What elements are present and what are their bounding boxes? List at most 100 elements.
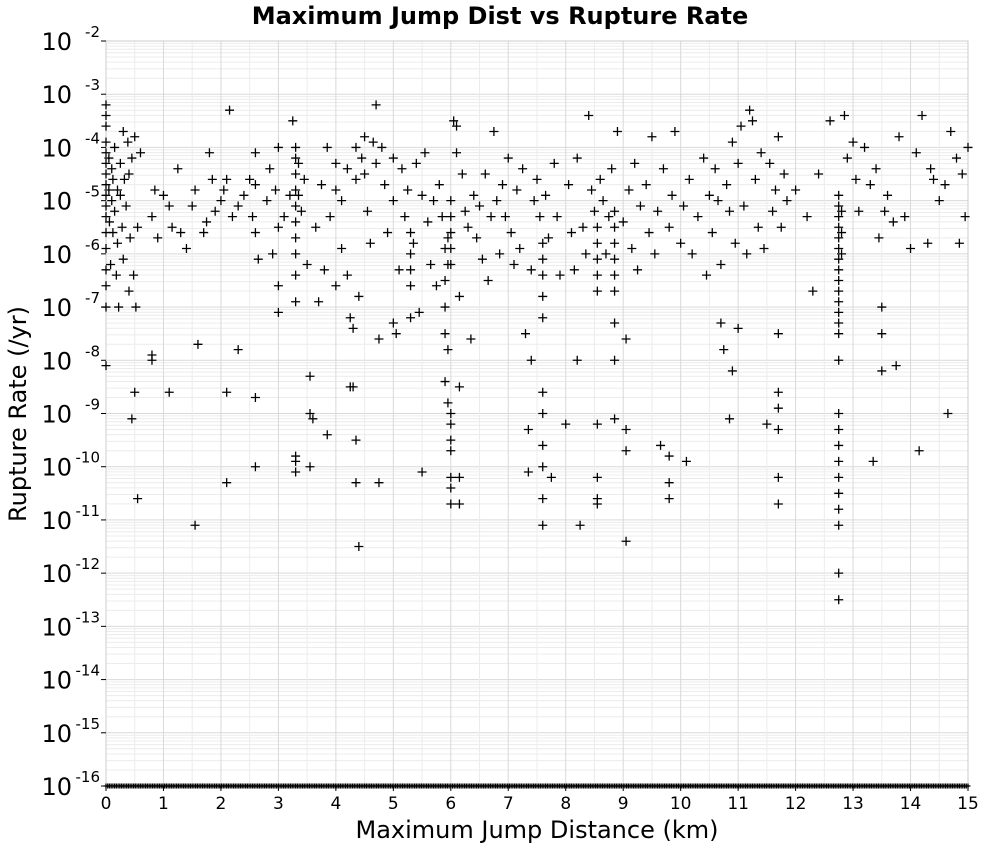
data-point (107, 164, 117, 174)
data-point (104, 185, 114, 195)
data-point (874, 233, 884, 243)
data-point (681, 456, 691, 466)
data-point (952, 153, 962, 163)
data-point (193, 339, 203, 349)
data-point (452, 148, 462, 158)
y-tick-label: 10 (41, 507, 72, 535)
data-point (610, 355, 620, 365)
data-point (311, 222, 321, 232)
data-point (773, 424, 783, 434)
data-point (299, 174, 309, 184)
data-point (848, 137, 858, 147)
data-point (552, 212, 562, 222)
data-point (595, 174, 605, 184)
data-point (371, 158, 381, 168)
data-point (543, 233, 553, 243)
data-point (839, 111, 849, 120)
data-point (475, 201, 485, 211)
data-point (538, 238, 548, 248)
data-point (285, 190, 295, 200)
data-point (621, 334, 631, 344)
data-point (745, 105, 755, 115)
data-point (612, 126, 622, 136)
data-point (584, 111, 594, 120)
data-point (291, 217, 301, 227)
data-point (406, 281, 416, 291)
data-point (265, 164, 275, 174)
data-point (716, 260, 726, 269)
x-tick-label: 5 (388, 794, 399, 814)
data-point (443, 233, 453, 243)
data-point (408, 238, 418, 248)
data-point (225, 105, 235, 115)
x-tick-label: 9 (618, 794, 629, 814)
data-point (523, 467, 533, 477)
data-point (417, 190, 427, 200)
data-point (808, 286, 818, 296)
data-point (532, 174, 542, 184)
data-point (288, 116, 298, 126)
data-point (420, 148, 430, 158)
data-point (291, 456, 301, 466)
data-point (153, 233, 163, 243)
data-point (452, 121, 462, 131)
data-point (664, 494, 674, 504)
data-point (610, 286, 620, 296)
data-point (437, 212, 447, 222)
data-point (877, 302, 887, 312)
data-point (877, 366, 887, 376)
data-point (291, 142, 301, 152)
data-point (538, 387, 548, 397)
data-point (342, 270, 352, 280)
data-point (868, 456, 878, 466)
data-point (704, 190, 714, 200)
data-point (725, 206, 735, 216)
data-point (906, 244, 916, 254)
data-point (351, 142, 361, 152)
data-point (581, 249, 591, 259)
data-point (664, 478, 674, 488)
data-point (262, 196, 272, 206)
data-point (121, 201, 131, 211)
data-point (541, 190, 551, 200)
data-point (440, 377, 450, 387)
data-point (834, 409, 844, 418)
y-tick-exponent: -14 (76, 662, 101, 680)
data-point (564, 180, 574, 190)
data-point (273, 222, 283, 232)
data-point (834, 307, 844, 317)
data-point (454, 499, 464, 509)
data-point (449, 116, 459, 126)
data-point (337, 196, 347, 206)
data-point (750, 174, 760, 184)
data-point (676, 238, 686, 248)
data-point (101, 180, 111, 190)
data-point (368, 137, 378, 147)
data-point (101, 201, 111, 211)
data-point (572, 153, 582, 163)
data-point (756, 148, 766, 158)
data-point (360, 169, 370, 179)
data-point (101, 137, 111, 147)
data-point (753, 222, 763, 232)
data-point (101, 148, 111, 158)
data-point (834, 318, 844, 328)
y-tick-label: 10 (41, 773, 72, 801)
data-point (360, 132, 370, 142)
y-tick-exponent: -16 (76, 768, 101, 786)
data-point (112, 185, 122, 195)
data-point (250, 148, 260, 158)
data-point (291, 153, 301, 163)
data-point (108, 228, 118, 238)
data-point (406, 228, 416, 238)
data-point (610, 206, 620, 216)
data-point (759, 244, 769, 254)
data-point (446, 244, 456, 254)
data-point (187, 201, 197, 211)
data-point (535, 212, 545, 222)
y-tick-label: 10 (41, 188, 72, 216)
data-point (173, 164, 183, 174)
data-point (492, 196, 502, 206)
x-tick-label: 12 (785, 794, 807, 814)
